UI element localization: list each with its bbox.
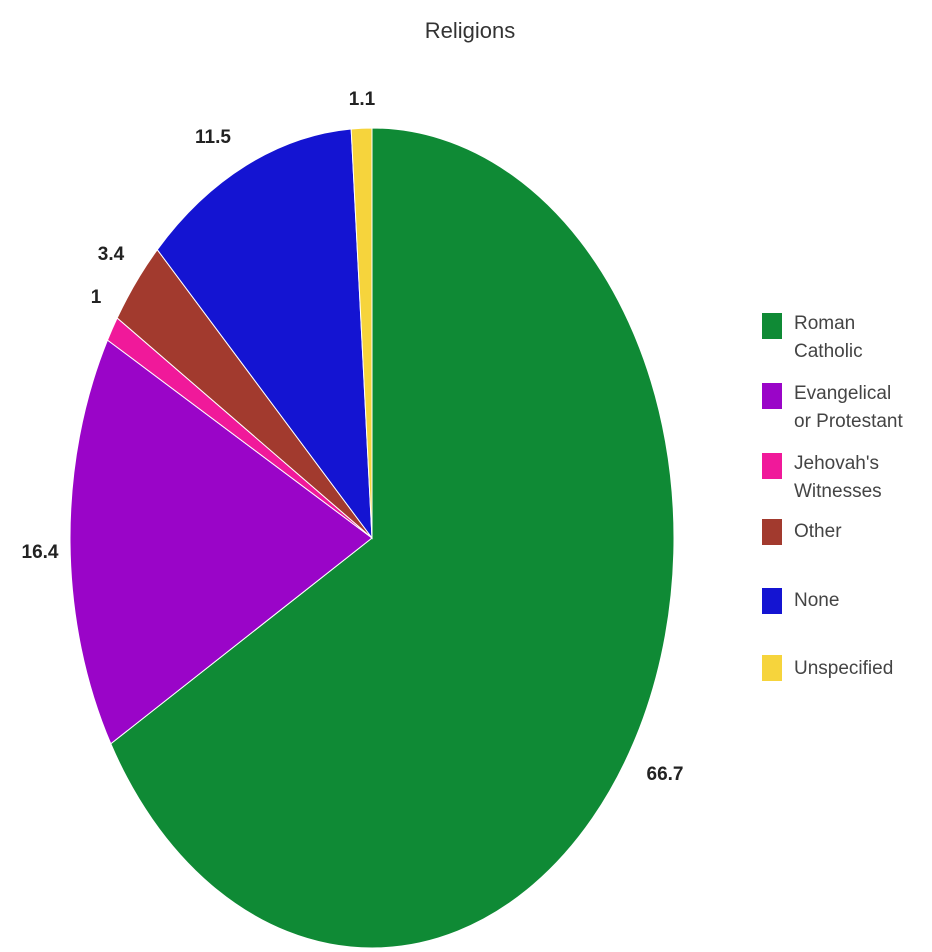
- data-label-other: 3.4: [98, 244, 125, 265]
- legend-swatch-other: [762, 519, 782, 545]
- legend-item-roman-catholic: Roman Catholic: [762, 313, 863, 362]
- legend-label-jehovah-s-witnesses: Jehovah's: [794, 453, 879, 474]
- legend-item-none: None: [762, 588, 839, 614]
- data-label-none: 11.5: [195, 127, 231, 148]
- legend-item-evangelical-or-protestant: Evangelical or Protestant: [762, 383, 903, 432]
- legend-item-other: Other: [762, 519, 842, 545]
- data-label-evangelical-or-protestant: 16.4: [22, 542, 59, 563]
- chart-legend: Roman Catholic Evangelical or Protestant Jeh…: [762, 313, 903, 681]
- data-label-unspecified: 1.1: [349, 89, 376, 110]
- pie-slice-unspecified: [350, 127, 373, 539]
- legend-label-roman-catholic: Roman: [794, 313, 855, 334]
- legend-item-jehovah-s-witnesses: Jehovah's Witnesses: [762, 453, 882, 502]
- data-label-roman-catholic: 66.7: [647, 764, 684, 785]
- legend-swatch-jehovah-s-witnesses: [762, 453, 782, 479]
- pie-data-labels: 66.7 16.4 1 3.4 11.5 1.1: [22, 89, 684, 785]
- legend-label-unspecified: Unspecified: [794, 658, 893, 679]
- legend-swatch-none: [762, 588, 782, 614]
- legend-label-roman-catholic: Catholic: [794, 341, 863, 362]
- legend-label-evangelical-or-protestant: Evangelical: [794, 383, 891, 404]
- pie-slice-evangelical-or-protestant: [69, 339, 373, 745]
- pie-slice-none: [156, 128, 373, 540]
- data-label-jehovah-s-witnesses: 1: [91, 287, 102, 308]
- legend-label-none: None: [794, 590, 839, 611]
- legend-label-jehovah-s-witnesses: Witnesses: [794, 481, 882, 502]
- legend-item-unspecified: Unspecified: [762, 655, 893, 681]
- pie-slices: [69, 127, 675, 949]
- legend-label-evangelical-or-protestant: or Protestant: [794, 411, 903, 432]
- chart-title: Religions: [425, 18, 516, 43]
- legend-swatch-roman-catholic: [762, 313, 782, 339]
- pie-slice-roman-catholic: [110, 127, 675, 949]
- legend-swatch-evangelical-or-protestant: [762, 383, 782, 409]
- legend-label-other: Other: [794, 521, 842, 542]
- legend-swatch-unspecified: [762, 655, 782, 681]
